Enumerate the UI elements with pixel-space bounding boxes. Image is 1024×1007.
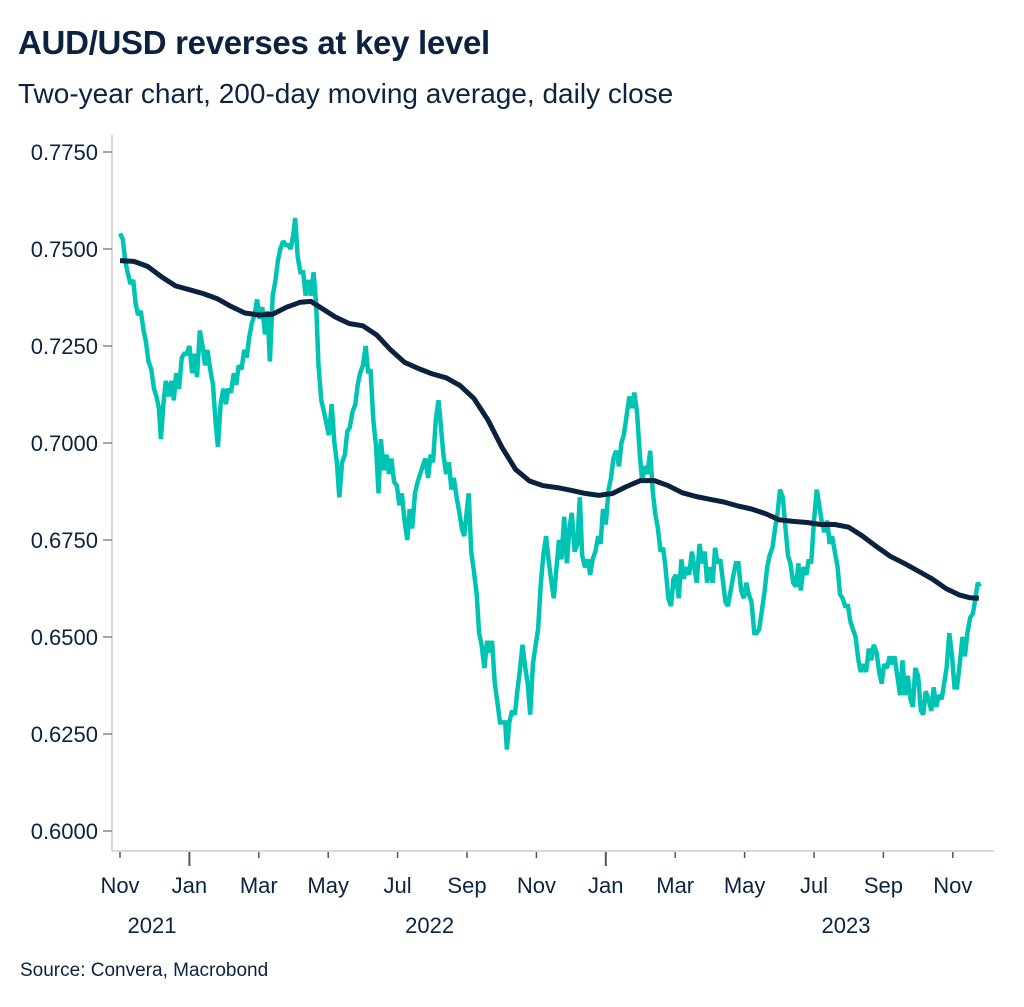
x-tick-label: Jul — [384, 873, 412, 898]
series-layer — [117, 217, 982, 751]
tick-labels: 0.7750 0.7500 0.7250 0.7000 0.6750 0.6500 0.62… — [31, 140, 973, 938]
x-tick-label: Sep — [864, 873, 903, 898]
x-tick-label: Nov — [933, 873, 972, 898]
x-tick-label: Nov — [517, 873, 556, 898]
x-tick-label: Sep — [447, 873, 486, 898]
axes — [103, 135, 994, 866]
x-year-label: 2022 — [405, 913, 454, 938]
x-tick-label: Jan — [588, 873, 623, 898]
x-tick-label: May — [724, 873, 766, 898]
y-tick-label: 0.7250 — [31, 334, 98, 359]
x-tick-label: Nov — [100, 873, 139, 898]
x-tick-label: Jan — [172, 873, 207, 898]
chart-title: AUD/USD reverses at key level — [18, 24, 490, 61]
spot-price-line — [117, 217, 982, 750]
y-tick-label: 0.6750 — [31, 528, 98, 553]
x-year-label: 2023 — [822, 913, 871, 938]
y-tick-label: 0.7000 — [31, 431, 98, 456]
chart-subtitle: Two-year chart, 200-day moving average, … — [18, 78, 674, 109]
y-tick-label: 0.6250 — [31, 722, 98, 747]
x-tick-label: Jul — [800, 873, 828, 898]
x-tick-label: May — [307, 873, 349, 898]
x-tick-label: Mar — [240, 873, 278, 898]
y-tick-label: 0.7750 — [31, 140, 98, 165]
source-note: Source: Convera, Macrobond — [20, 960, 269, 981]
y-tick-label: 0.7500 — [31, 237, 98, 262]
moving-average-line — [119, 258, 979, 601]
y-tick-label: 0.6000 — [31, 819, 98, 844]
spot-price-points — [120, 218, 981, 751]
x-tick-label: Mar — [656, 873, 694, 898]
x-year-label: 2021 — [128, 913, 177, 938]
y-tick-label: 0.6500 — [31, 625, 98, 650]
